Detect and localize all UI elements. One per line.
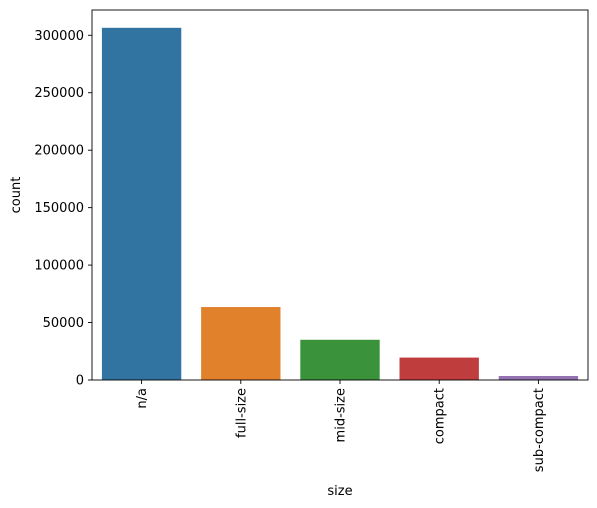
x-tick-label: sub-compact [532,388,547,472]
y-axis-label: count [9,177,24,214]
bar-n-a [101,27,182,381]
bar-sub-compact [498,375,579,380]
bar-compact [399,357,479,380]
y-tick-label: 100000 [34,259,84,274]
y-tick-label: 50000 [43,316,84,331]
y-tick-label: 300000 [34,29,84,44]
bar-mid-size [300,339,380,380]
x-tick-label: mid-size [334,388,349,442]
x-tick-label: compact [433,388,448,444]
x-tick-label: full-size [234,388,249,438]
y-tick-label: 0 [76,374,84,389]
x-axis-label: size [327,484,352,499]
y-tick-label: 250000 [34,86,84,101]
y-axis: 0 50000 100000 150000 200000 250000 300000 [34,29,92,389]
bar-full-size [201,307,281,380]
x-tick-label: n/a [135,388,150,409]
y-tick-label: 200000 [34,144,84,159]
x-axis: n/a full-size mid-size compact sub-compact [135,380,547,472]
bars-layer [101,27,579,381]
y-tick-label: 150000 [34,201,84,216]
